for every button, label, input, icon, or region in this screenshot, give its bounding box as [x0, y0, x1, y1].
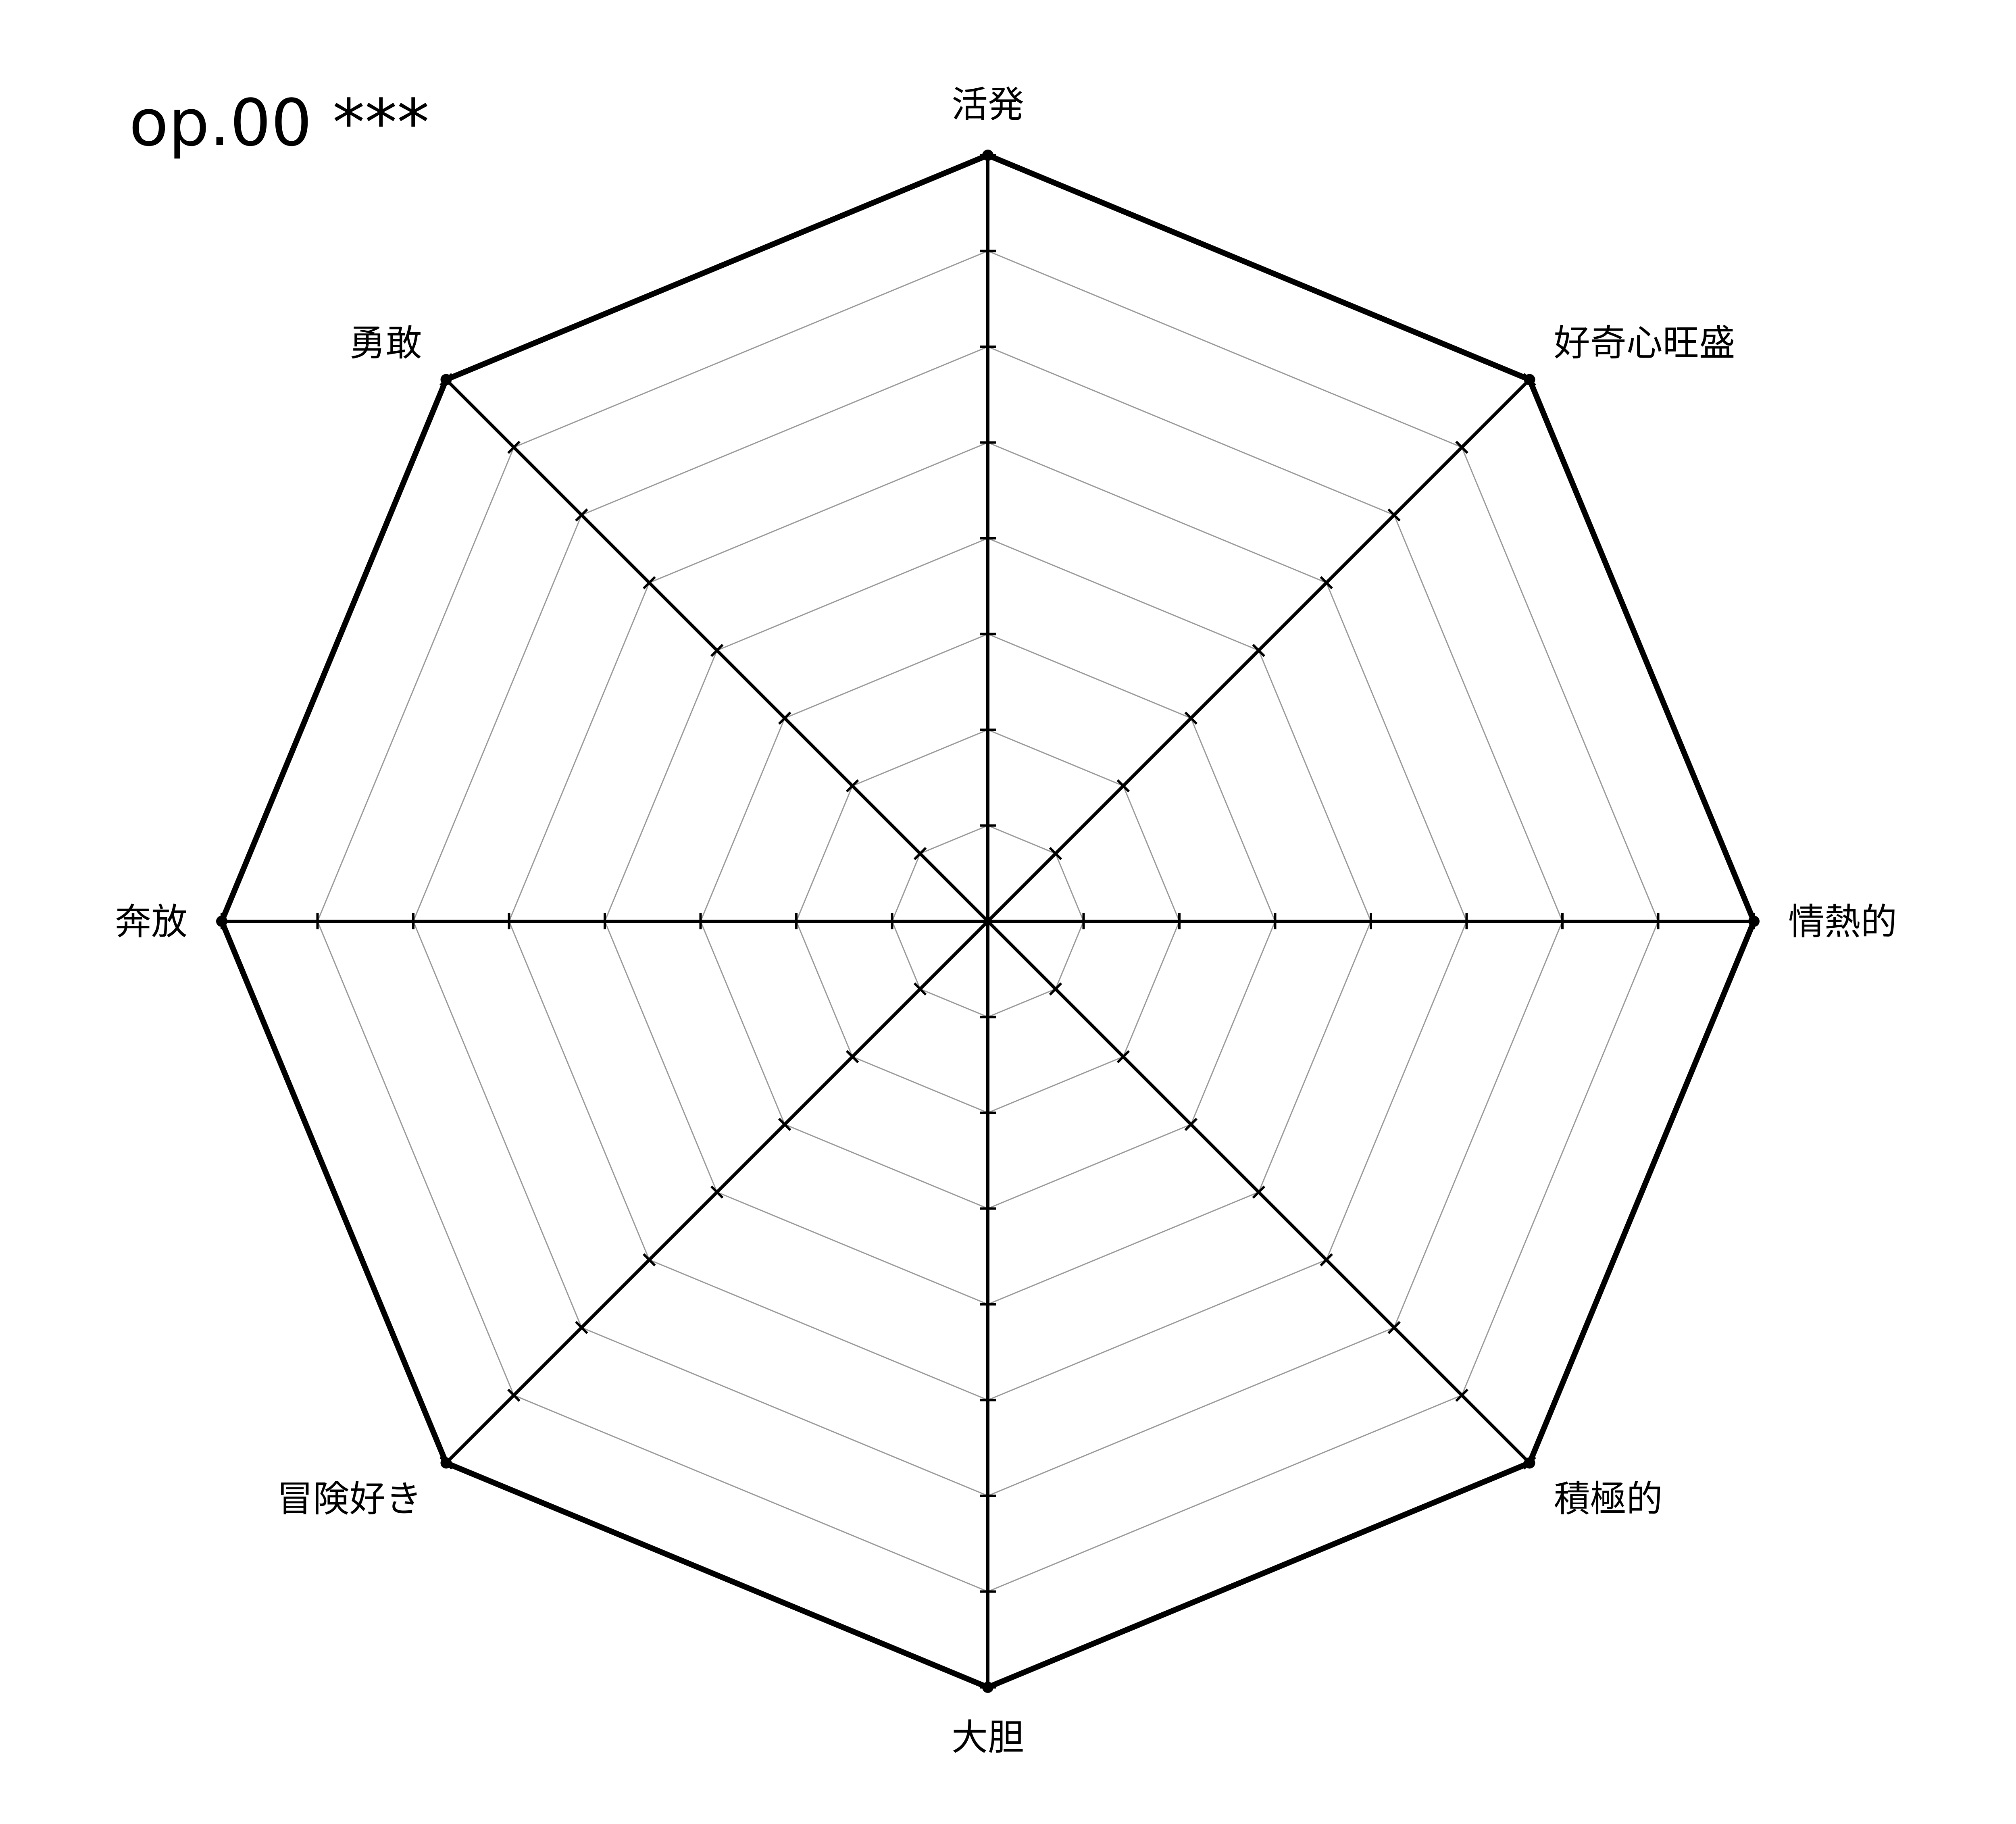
- axis-label: 奔放: [115, 901, 187, 943]
- axis-label: 情熱的: [1788, 901, 1897, 943]
- axis-label: 活発: [952, 83, 1024, 126]
- axis-label: 勇敢: [349, 322, 422, 364]
- axis-tick: [575, 1321, 588, 1334]
- axis-tick: [1184, 711, 1198, 725]
- axis-tick: [1320, 1253, 1333, 1266]
- chart-title: op.00 ***: [129, 85, 429, 160]
- series-point: [982, 1682, 993, 1693]
- series-point: [1524, 374, 1535, 385]
- axis-tick: [1116, 1050, 1130, 1064]
- axis-tick: [1455, 1389, 1468, 1402]
- axis-tick: [575, 508, 588, 522]
- axis-tick: [1116, 779, 1130, 793]
- axis-tick: [507, 1389, 521, 1402]
- axis-tick: [778, 711, 791, 725]
- axis-tick: [913, 982, 927, 996]
- axis-label: 好奇心旺盛: [1554, 322, 1735, 364]
- axis-tick: [1455, 441, 1468, 454]
- axis-tick: [710, 643, 724, 657]
- axis-tick: [1387, 508, 1401, 522]
- axis-tick: [1049, 847, 1062, 860]
- axis-tick: [1184, 1118, 1198, 1131]
- axis-label: 冒険好き: [277, 1478, 422, 1520]
- series-point: [440, 1457, 452, 1469]
- axis-tick: [846, 779, 859, 793]
- axis-tick: [507, 441, 521, 454]
- axis-tick: [643, 576, 656, 589]
- axis-label: 積極的: [1554, 1478, 1663, 1520]
- axis-tick: [846, 1050, 859, 1064]
- series-point: [1748, 916, 1760, 927]
- axis-tick: [1252, 1185, 1266, 1199]
- axis-label: 大胆: [952, 1716, 1024, 1759]
- series-point: [982, 150, 993, 161]
- axis-tick: [1049, 982, 1062, 996]
- series-point: [216, 916, 227, 927]
- axes: [222, 155, 1754, 1687]
- axis-tick: [643, 1253, 656, 1266]
- axis-tick: [1320, 576, 1333, 589]
- axis-tick: [710, 1185, 724, 1199]
- series-point: [1524, 1457, 1535, 1469]
- axis-tick: [778, 1118, 791, 1131]
- axis-tick: [913, 847, 927, 860]
- axis-tick: [1252, 643, 1266, 657]
- series-point: [440, 374, 452, 385]
- series: [216, 150, 1760, 1693]
- axis-tick: [1387, 1321, 1401, 1334]
